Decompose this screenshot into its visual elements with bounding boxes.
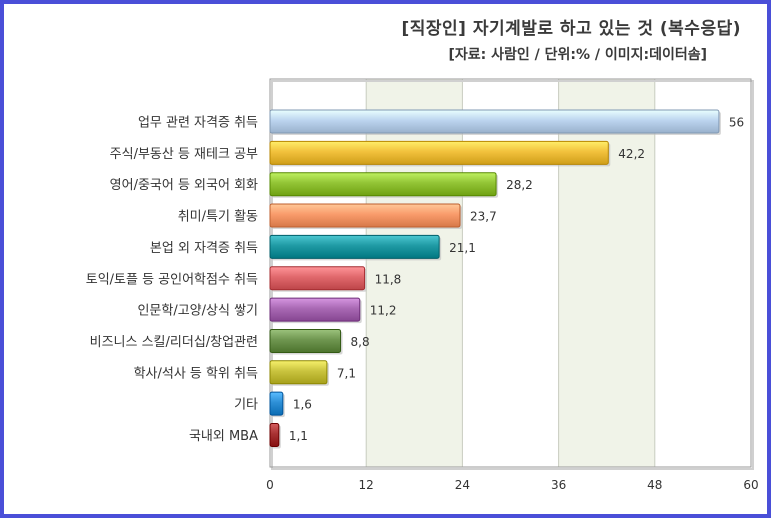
x-tick-label: 36 xyxy=(551,478,566,492)
bar xyxy=(269,360,328,385)
category-label: 취미/특기 활동 xyxy=(178,210,258,225)
value-label: 7,1 xyxy=(337,366,356,380)
bar xyxy=(269,140,609,165)
value-label: 42,2 xyxy=(618,147,645,161)
category-label: 본업 외 자격증 취득 xyxy=(150,241,258,256)
value-label: 21,1 xyxy=(449,241,476,255)
value-label: 11,2 xyxy=(370,304,397,318)
category-label: 영어/중국어 등 외국어 회화 xyxy=(110,178,258,193)
value-label: 56 xyxy=(729,116,744,130)
category-label: 비즈니스 스킬/리더십/창업관련 xyxy=(90,335,258,350)
bar xyxy=(269,203,461,228)
bar xyxy=(269,266,366,291)
category-label: 업무 관련 자격증 취득 xyxy=(138,116,258,131)
value-label: 1,1 xyxy=(289,429,308,443)
bar xyxy=(269,109,720,134)
x-tick-label: 48 xyxy=(647,478,662,492)
grid-band xyxy=(654,79,751,467)
x-tick-label: 12 xyxy=(359,478,374,492)
x-tick-label: 0 xyxy=(266,478,274,492)
bar xyxy=(269,423,280,447)
bar xyxy=(269,234,440,259)
grid-band xyxy=(558,79,655,467)
x-tick-label: 24 xyxy=(455,478,470,492)
chart-title: [직장인] 자기계발로 하고 있는 것 (복수응답) xyxy=(401,19,741,39)
value-label: 11,8 xyxy=(375,272,402,286)
category-label: 학사/석사 등 학위 취득 xyxy=(134,366,258,381)
category-label: 인문학/고양/상식 쌓기 xyxy=(137,304,258,319)
value-label: 28,2 xyxy=(506,178,533,192)
bar xyxy=(269,328,342,353)
category-label: 국내외 MBA xyxy=(189,429,258,444)
bar xyxy=(269,297,361,322)
category-label: 기타 xyxy=(234,398,258,413)
value-label: 8,8 xyxy=(351,335,370,349)
category-label: 주식/부동산 등 재테크 공부 xyxy=(110,147,258,162)
x-tick-label: 60 xyxy=(743,478,758,492)
category-label: 토익/토플 등 공인어학점수 취득 xyxy=(86,272,258,287)
bar xyxy=(269,172,497,197)
value-label: 1,6 xyxy=(293,398,312,412)
grid-band xyxy=(462,79,559,467)
value-label: 23,7 xyxy=(470,210,497,224)
chart-subtitle: [자료: 사람인 / 단위:% / 이미지:데이터솜] xyxy=(448,47,707,63)
bar xyxy=(269,391,284,416)
